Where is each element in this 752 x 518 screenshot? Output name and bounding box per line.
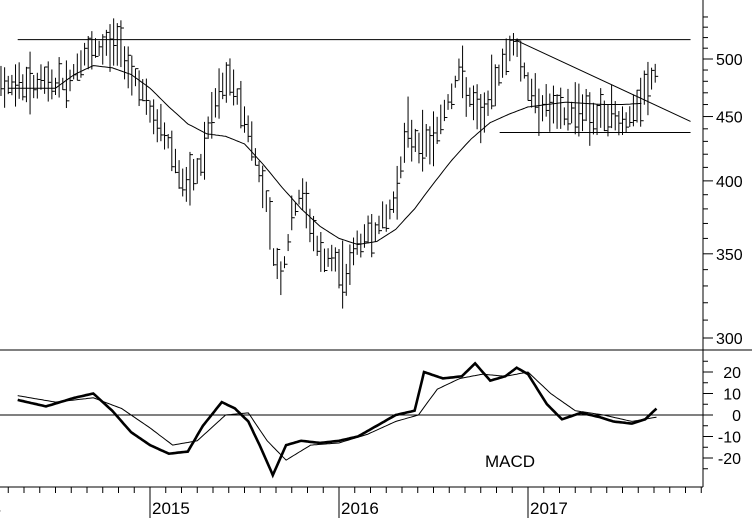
year-label: 2015 bbox=[152, 499, 190, 518]
price-panel: 300 350 400 450 500 bbox=[0, 0, 752, 487]
price-tick-label: 300 bbox=[716, 331, 743, 348]
macd-tick-label: -20 bbox=[718, 451, 741, 468]
macd-tick-label: -10 bbox=[718, 430, 741, 447]
macd-tick-label: 20 bbox=[723, 365, 741, 382]
year-label: 2014 bbox=[0, 499, 1, 518]
moving-average-line bbox=[8, 65, 642, 246]
macd-label: MACD bbox=[485, 452, 535, 471]
macd-tick-label: 10 bbox=[723, 387, 741, 404]
year-label: 2017 bbox=[530, 499, 568, 518]
price-axis: 300 350 400 450 500 bbox=[0, 0, 752, 487]
price-tick-label: 400 bbox=[716, 174, 743, 191]
macd-line bbox=[17, 361, 658, 479]
price-tick-label: 500 bbox=[716, 52, 743, 69]
price-marks bbox=[0, 18, 691, 309]
macd-axis: -20 -10 0 10 20 bbox=[703, 360, 741, 470]
year-label: 2016 bbox=[341, 499, 379, 518]
macd-tick-label: 0 bbox=[732, 408, 741, 425]
macd-panel: -20 -10 0 10 20 MACD bbox=[0, 360, 741, 479]
downtrend-line bbox=[514, 39, 691, 122]
signal-line bbox=[17, 371, 657, 461]
macd-marks bbox=[0, 361, 703, 479]
price-tick-label: 350 bbox=[716, 247, 743, 264]
time-axis: 2014 2015 2016 2017 bbox=[0, 486, 703, 518]
price-tick-label: 450 bbox=[716, 110, 743, 127]
